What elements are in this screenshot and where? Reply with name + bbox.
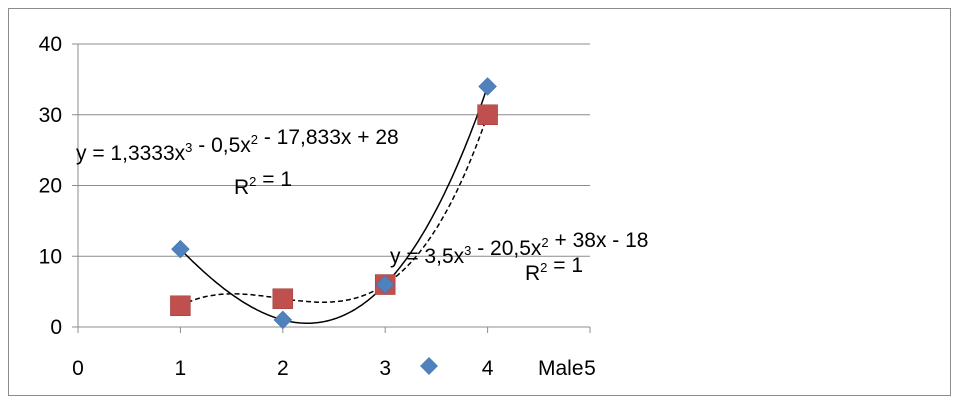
chart-frame: [8, 8, 951, 396]
trendline-series-1: [180, 114, 489, 307]
x-tick-labels: 0 1 2 3 4 5: [72, 357, 596, 380]
y-tick-label-20: 20: [39, 175, 62, 198]
point-series-2-0: [170, 295, 191, 317]
y-tick-label-10: 10: [39, 245, 62, 268]
trendline-label-series-1: y = 3,5x3 - 20,5x2 + 38x - 18 R2 = 1: [390, 229, 648, 285]
point-series-1-0: [171, 239, 190, 259]
r2-series-1: R2 = 1: [525, 254, 583, 285]
point-series-1-1: [273, 310, 293, 330]
y-tick-label-0: 0: [50, 316, 62, 339]
legend-marker-male: [420, 357, 438, 375]
r2-series-2: R2 = 1: [234, 168, 292, 199]
legend: Male: [420, 357, 584, 380]
point-series-1-2: [375, 275, 395, 294]
legend-label-male: Male: [538, 357, 584, 380]
x-tick-label-3: 3: [379, 357, 391, 380]
trendline-label-series-2: y = 1,3333x3 - 0,5x2 - 17,833x + 28 R2 =…: [76, 126, 399, 199]
trendlines: [179, 86, 489, 324]
point-series-2-3: [477, 104, 498, 125]
y-tick-label-30: 30: [39, 104, 62, 127]
x-tick-label-4: 4: [482, 357, 494, 380]
equation-series-2: y = 1,3333x3 - 0,5x2 - 17,833x + 28: [76, 126, 399, 165]
trendline-series-2: [179, 86, 489, 324]
gridlines: [72, 43, 591, 333]
point-series-1-3: [478, 77, 497, 96]
x-tick-label-2: 2: [277, 357, 289, 380]
x-tick-label-5: 5: [584, 357, 596, 380]
y-tick-labels: 0 10 20 30 40: [39, 33, 62, 339]
point-series-2-1: [272, 288, 294, 309]
equation-series-1: y = 3,5x3 - 20,5x2 + 38x - 18: [390, 229, 648, 268]
axes: [77, 44, 590, 328]
x-tick-label-1: 1: [175, 357, 187, 380]
x-tick-label-0: 0: [72, 357, 84, 380]
y-tick-label-40: 40: [39, 33, 62, 56]
data-points: [170, 77, 498, 330]
